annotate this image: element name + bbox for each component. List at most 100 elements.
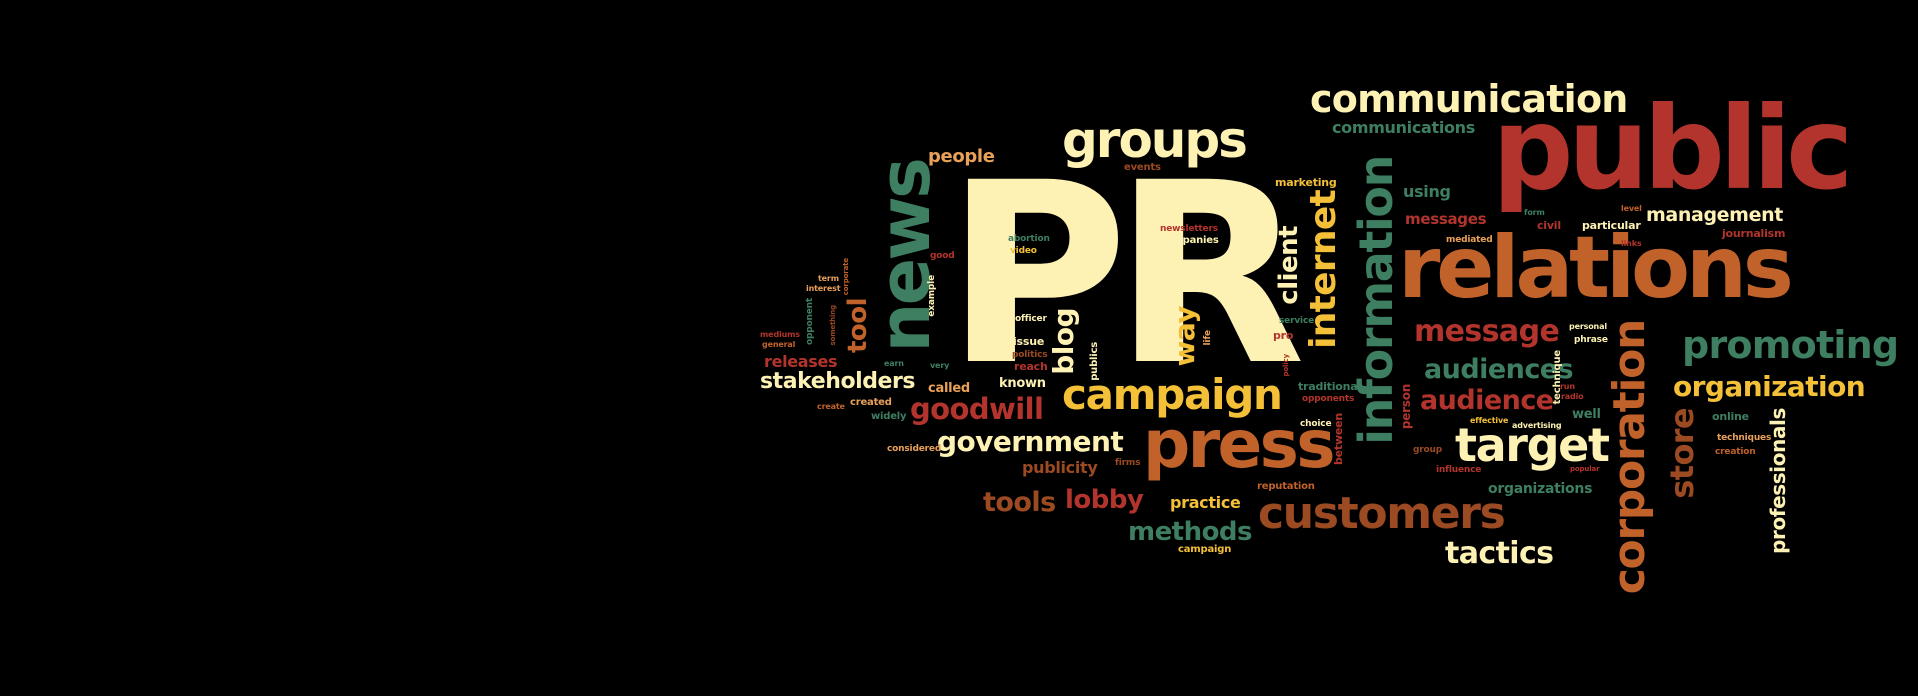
word-publicity: publicity	[1022, 458, 1098, 477]
word-message: message	[1414, 314, 1560, 349]
word-corporate: corporate	[842, 258, 850, 296]
word-reach: reach	[1014, 360, 1048, 373]
word-lobby: lobby	[1065, 485, 1144, 515]
word-opponents: opponents	[1302, 394, 1355, 404]
word-newsletters: newsletters	[1160, 224, 1218, 234]
word-earn: earn	[884, 359, 904, 368]
word-way: way	[1168, 306, 1201, 367]
word-organization: organization	[1673, 370, 1866, 403]
word-personal: personal	[1569, 322, 1607, 331]
word-tool: tool	[843, 298, 873, 353]
word-management: management	[1646, 204, 1783, 226]
word-practice: practice	[1170, 493, 1241, 512]
word-information: information	[1349, 156, 1403, 445]
word-public: public	[1492, 82, 1854, 215]
word-messages: messages	[1405, 210, 1487, 228]
word-politics: politics	[1012, 350, 1048, 360]
word-created: created	[850, 397, 892, 408]
word-customers: customers	[1258, 488, 1506, 539]
word-creation: creation	[1715, 447, 1756, 457]
word-corporation: corporation	[1604, 320, 1655, 595]
word-groups: groups	[1062, 111, 1248, 169]
word-advertising: advertising	[1512, 421, 1562, 430]
word-officer: officer	[1015, 314, 1047, 324]
word-service: service	[1279, 316, 1315, 326]
word-opponent: opponent	[805, 298, 815, 346]
word-good: good	[930, 251, 955, 261]
word-releases: releases	[764, 352, 838, 371]
word-person: person	[1399, 384, 1413, 430]
word-methods: methods	[1128, 517, 1253, 547]
word-communications: communications	[1332, 118, 1475, 137]
word-marketing: marketing	[1275, 176, 1337, 189]
word-online: online	[1712, 410, 1749, 423]
word-client: client	[1274, 226, 1304, 305]
word-issue: issue	[1013, 335, 1045, 348]
word-group: group	[1413, 445, 1443, 455]
word-life: life	[1203, 330, 1213, 346]
word-term: term	[818, 274, 839, 283]
word-store: store	[1663, 408, 1701, 499]
word-communication: communication	[1310, 77, 1628, 121]
word-popular: popular	[1570, 465, 1600, 473]
word-create: create	[817, 402, 845, 411]
word-goodwill: goodwill	[910, 392, 1044, 426]
word-relations: relations	[1398, 218, 1794, 318]
word-influence: influence	[1436, 465, 1482, 475]
word-techniques: techniques	[1717, 433, 1772, 443]
word-campaign: campaign	[1062, 370, 1283, 419]
word-government: government	[937, 425, 1124, 458]
word-promoting: promoting	[1682, 323, 1899, 367]
word-particular: particular	[1582, 219, 1641, 232]
word-abortion: abortion	[1008, 234, 1050, 244]
word-radio: radio	[1561, 392, 1584, 401]
word-example: example	[927, 275, 937, 317]
word-audience: audience	[1420, 385, 1554, 416]
word-run: run	[1560, 382, 1575, 391]
word-companies: companies	[1160, 235, 1219, 246]
word-video: video	[1010, 246, 1037, 256]
word-level: level	[1621, 204, 1642, 213]
word-widely: widely	[871, 411, 907, 422]
word-considered: considered	[887, 444, 942, 454]
word-tactics: tactics	[1445, 536, 1554, 571]
word-reputation: reputation	[1257, 481, 1315, 492]
word-pr: PR	[945, 129, 1306, 420]
word-traditional: traditional	[1298, 380, 1361, 393]
word-very: very	[930, 361, 950, 370]
word-journalism: journalism	[1722, 227, 1786, 240]
word-firms: firms	[1115, 458, 1141, 468]
word-phrase: phrase	[1574, 335, 1608, 345]
word-interest: interest	[806, 284, 841, 293]
word-events: events	[1124, 162, 1161, 173]
word-between: between	[1332, 413, 1345, 465]
word-form: form	[1524, 208, 1545, 217]
word-organizations: organizations	[1488, 481, 1593, 497]
word-mediated: mediated	[1446, 235, 1493, 245]
word-known: known	[999, 376, 1046, 391]
word-effective: effective	[1470, 416, 1509, 425]
word-general: general	[762, 340, 796, 349]
word-target: target	[1455, 418, 1610, 472]
word-blog: blog	[1047, 308, 1080, 375]
word-stakeholders: stakeholders	[760, 369, 916, 394]
word-people: people	[928, 146, 995, 167]
word-links: links	[1621, 239, 1642, 248]
word-mediums: mediums	[760, 330, 800, 339]
word-choice: choice	[1300, 419, 1332, 429]
word-press: press	[1143, 406, 1336, 483]
word-campaign-small: campaign	[1178, 544, 1232, 555]
word-tools: tools	[983, 487, 1056, 518]
word-positive: positive	[1156, 308, 1167, 352]
word-audiences: audiences	[1424, 354, 1574, 385]
word-using: using	[1403, 182, 1451, 201]
word-professionals: professionals	[1766, 408, 1790, 554]
word-well: well	[1572, 407, 1601, 422]
word-called: called	[928, 381, 970, 396]
word-publics: publics	[1089, 342, 1100, 381]
word-pro: pro	[1273, 329, 1294, 342]
word-policy: policy	[1282, 354, 1290, 377]
word-civil: civil	[1537, 219, 1561, 232]
word-something: something	[829, 305, 837, 346]
